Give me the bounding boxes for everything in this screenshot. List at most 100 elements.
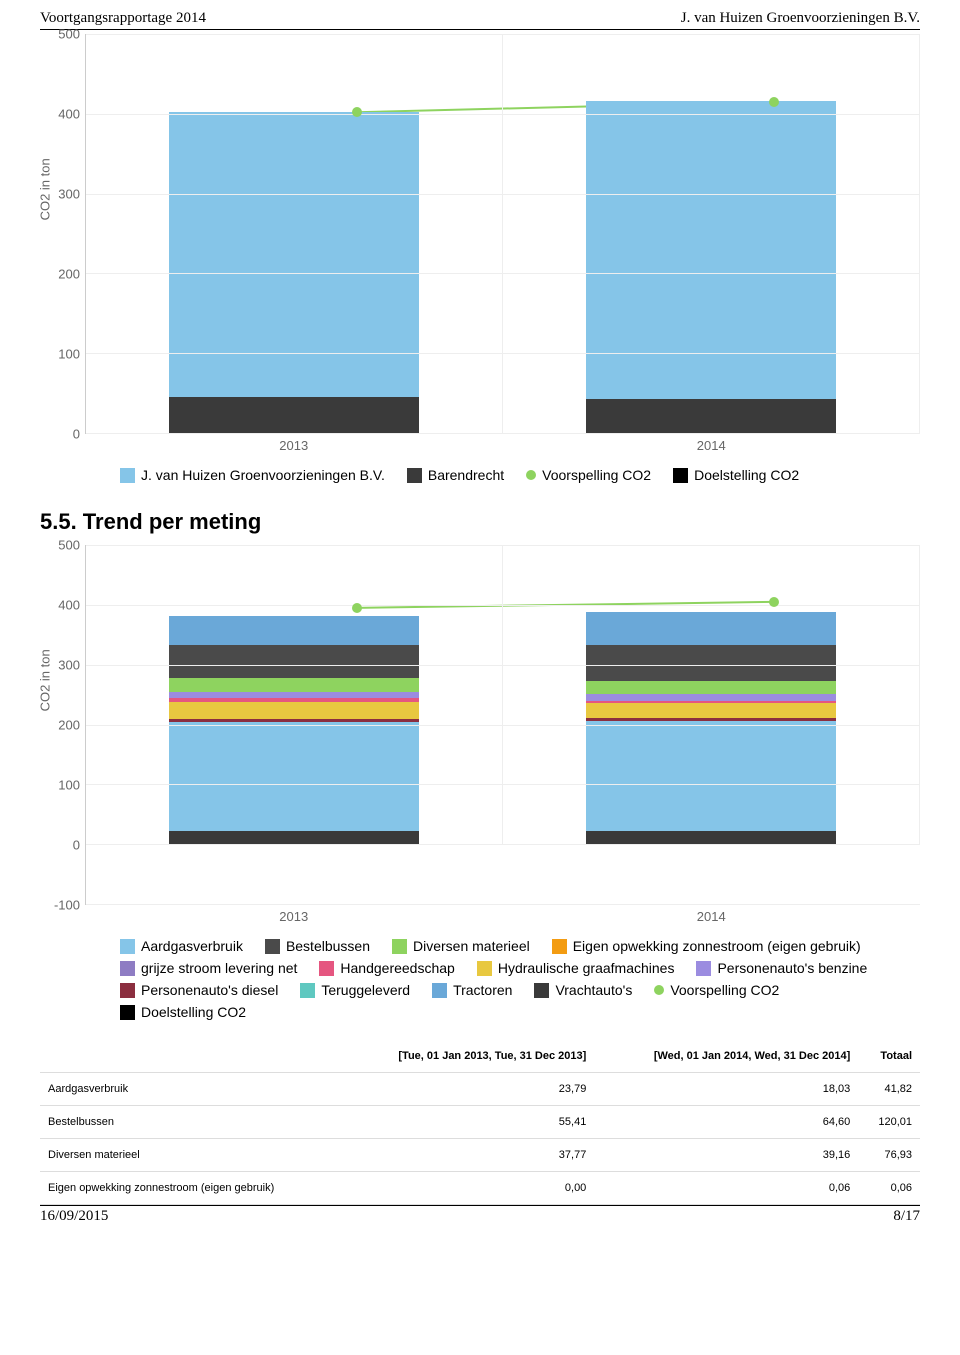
bar-segment <box>586 721 836 831</box>
x-label: 2014 <box>503 438 921 453</box>
table-cell: 55,41 <box>341 1106 594 1139</box>
chart-1: CO2 in ton 0100200300400500 20132014 <box>85 34 920 453</box>
legend-swatch <box>673 468 688 483</box>
table-row: Diversen materieel37,7739,1676,93 <box>40 1139 920 1172</box>
legend-label: Personenauto's benzine <box>717 960 867 976</box>
bar-segment <box>169 702 419 719</box>
y-tick-label: 500 <box>58 27 80 42</box>
table-cell: 23,79 <box>341 1073 594 1106</box>
y-tick-label: 200 <box>58 267 80 282</box>
legend-swatch <box>552 939 567 954</box>
y-tick-label: 0 <box>73 838 80 853</box>
legend-swatch <box>696 961 711 976</box>
bar-segment <box>586 703 836 719</box>
legend-label: Eigen opwekking zonnestroom (eigen gebru… <box>573 938 861 954</box>
line-point <box>769 97 779 107</box>
table-cell: 18,03 <box>594 1073 858 1106</box>
bar-segment <box>586 681 836 694</box>
chart2-plot <box>85 545 920 905</box>
bar-segment <box>586 645 836 681</box>
legend-swatch <box>120 1005 135 1020</box>
table-cell: 0,00 <box>341 1172 594 1205</box>
bar-2013 <box>86 545 503 844</box>
table-row: Bestelbussen55,4164,60120,01 <box>40 1106 920 1139</box>
legend-label: Voorspelling CO2 <box>670 982 779 998</box>
footer-page: 8/17 <box>893 1208 920 1225</box>
legend-label: Teruggeleverd <box>321 982 410 998</box>
legend-swatch <box>300 983 315 998</box>
legend-label: Handgereedschap <box>340 960 454 976</box>
legend-swatch <box>120 983 135 998</box>
legend-label: J. van Huizen Groenvoorzieningen B.V. <box>141 467 385 483</box>
legend-swatch <box>526 470 536 480</box>
table-header-cell: Totaal <box>858 1040 920 1073</box>
legend-swatch <box>407 468 422 483</box>
line-point <box>769 597 779 607</box>
legend-item: Bestelbussen <box>265 938 370 954</box>
footer-date: 16/09/2015 <box>40 1208 108 1225</box>
bar-2014 <box>503 545 920 844</box>
table-row: Eigen opwekking zonnestroom (eigen gebru… <box>40 1172 920 1205</box>
legend-swatch <box>654 985 664 995</box>
legend-label: Voorspelling CO2 <box>542 467 651 483</box>
legend-swatch <box>265 939 280 954</box>
page-header: Voortgangsrapportage 2014 J. van Huizen … <box>40 10 920 30</box>
bar-segment <box>169 722 419 831</box>
legend-item: grijze stroom levering net <box>120 960 297 976</box>
table-cell: 120,01 <box>858 1106 920 1139</box>
section-title: 5.5. Trend per meting <box>40 509 920 535</box>
legend-item: Voorspelling CO2 <box>526 467 651 483</box>
legend-item: Vrachtauto's <box>534 982 632 998</box>
x-label: 2013 <box>85 438 503 453</box>
legend-item: Doelstelling CO2 <box>673 467 799 483</box>
bar-segment <box>586 694 836 701</box>
y-tick-label: 300 <box>58 658 80 673</box>
legend-item: Teruggeleverd <box>300 982 410 998</box>
bar-segment <box>169 112 419 397</box>
legend-item: Personenauto's benzine <box>696 960 867 976</box>
y-tick-label: 500 <box>58 538 80 553</box>
legend-label: Personenauto's diesel <box>141 982 278 998</box>
line-point <box>352 107 362 117</box>
line-point <box>352 603 362 613</box>
legend-item: Eigen opwekking zonnestroom (eigen gebru… <box>552 938 861 954</box>
legend-swatch <box>534 983 549 998</box>
legend-item: Personenauto's diesel <box>120 982 278 998</box>
legend-label: Bestelbussen <box>286 938 370 954</box>
table-cell: 0,06 <box>858 1172 920 1205</box>
bar-segment <box>169 678 419 692</box>
table-cell: 76,93 <box>858 1139 920 1172</box>
table-header-cell: [Tue, 01 Jan 2013, Tue, 31 Dec 2013] <box>341 1040 594 1073</box>
legend-item: Diversen materieel <box>392 938 530 954</box>
header-left: Voortgangsrapportage 2014 <box>40 10 206 27</box>
table-cell: 0,06 <box>594 1172 858 1205</box>
legend-label: Tractoren <box>453 982 512 998</box>
y-tick-label: 100 <box>58 778 80 793</box>
legend-label: Barendrecht <box>428 467 504 483</box>
chart-2: CO2 in ton -1000100200300400500 20132014 <box>85 545 920 924</box>
y-tick-label: 100 <box>58 347 80 362</box>
legend-item: Handgereedschap <box>319 960 454 976</box>
table-cell: Bestelbussen <box>40 1106 341 1139</box>
legend-swatch <box>319 961 334 976</box>
bar-segment <box>169 616 419 645</box>
data-table: [Tue, 01 Jan 2013, Tue, 31 Dec 2013][Wed… <box>40 1040 920 1205</box>
table-cell: Eigen opwekking zonnestroom (eigen gebru… <box>40 1172 341 1205</box>
legend-label: Diversen materieel <box>413 938 530 954</box>
table-cell: 39,16 <box>594 1139 858 1172</box>
y-tick-label: 400 <box>58 107 80 122</box>
y-tick-label: 300 <box>58 187 80 202</box>
legend-item: Hydraulische graafmachines <box>477 960 675 976</box>
table-cell: 41,82 <box>858 1073 920 1106</box>
legend-item: J. van Huizen Groenvoorzieningen B.V. <box>120 467 385 483</box>
table-cell: Aardgasverbruik <box>40 1073 341 1106</box>
legend-item: Voorspelling CO2 <box>654 982 779 998</box>
legend-item: Aardgasverbruik <box>120 938 243 954</box>
legend-item: Doelstelling CO2 <box>120 1004 246 1020</box>
legend-label: Vrachtauto's <box>555 982 632 998</box>
x-label: 2014 <box>503 909 921 924</box>
header-right: J. van Huizen Groenvoorzieningen B.V. <box>681 10 920 27</box>
table-cell: 37,77 <box>341 1139 594 1172</box>
legend-swatch <box>432 983 447 998</box>
bar-segment <box>169 831 419 844</box>
